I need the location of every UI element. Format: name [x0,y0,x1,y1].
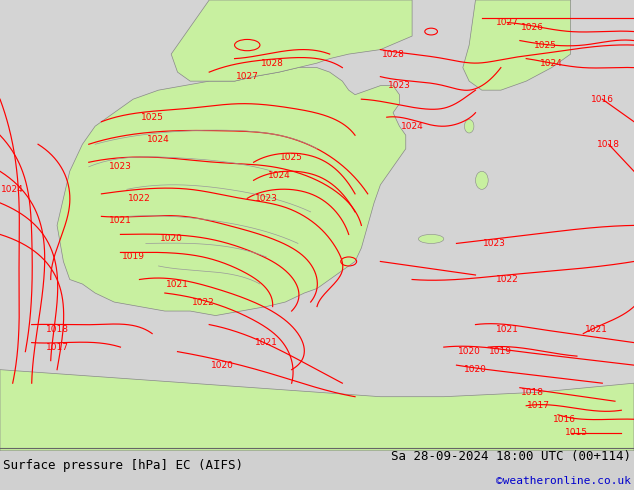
Text: 1016: 1016 [553,415,576,424]
Text: 1015: 1015 [566,428,588,437]
Text: 1021: 1021 [166,279,189,289]
Text: 1020: 1020 [464,365,487,374]
Text: 1023: 1023 [109,162,132,171]
Ellipse shape [418,234,444,244]
Text: 1021: 1021 [585,324,607,334]
Text: 1022: 1022 [191,297,214,307]
Text: 1025: 1025 [280,153,303,162]
Text: 1027: 1027 [496,18,519,27]
Text: 1019: 1019 [489,347,512,356]
Ellipse shape [464,120,474,133]
Text: 1028: 1028 [261,59,284,68]
Text: 1021: 1021 [255,338,278,347]
Text: 1024: 1024 [540,59,563,68]
Text: 1021: 1021 [109,217,132,225]
Text: 1021: 1021 [496,324,519,334]
Text: Surface pressure [hPa] EC (AIFS): Surface pressure [hPa] EC (AIFS) [3,459,243,472]
Text: 1017: 1017 [46,343,68,352]
Text: 1025: 1025 [141,113,164,122]
Text: 1026: 1026 [521,23,544,31]
Text: Sa 28-09-2024 18:00 UTC (00+114): Sa 28-09-2024 18:00 UTC (00+114) [391,450,631,464]
Text: 1019: 1019 [122,252,145,262]
Text: 1017: 1017 [527,401,550,410]
Text: 1024: 1024 [147,135,170,144]
Text: 1018: 1018 [597,140,620,149]
Text: 1023: 1023 [388,81,411,90]
Polygon shape [0,369,634,451]
Text: 1023: 1023 [483,239,506,248]
Ellipse shape [476,172,488,189]
Text: ©weatheronline.co.uk: ©weatheronline.co.uk [496,476,631,486]
Text: 1022: 1022 [496,275,519,284]
Text: 1020: 1020 [160,234,183,244]
Text: 1018: 1018 [46,324,68,334]
Text: 1022: 1022 [128,194,151,203]
Text: 1024: 1024 [401,122,424,131]
Polygon shape [171,0,412,81]
Polygon shape [57,68,406,316]
Text: 1016: 1016 [591,95,614,104]
Text: 1028: 1028 [382,49,404,59]
Text: 1024: 1024 [1,185,24,194]
Polygon shape [463,0,571,90]
Text: 1018: 1018 [521,388,544,397]
Text: 1020: 1020 [458,347,481,356]
Text: 1023: 1023 [255,194,278,203]
Text: 1020: 1020 [210,361,233,369]
Text: 1024: 1024 [268,172,290,180]
Text: 1025: 1025 [534,41,557,49]
Text: 1027: 1027 [236,72,259,81]
